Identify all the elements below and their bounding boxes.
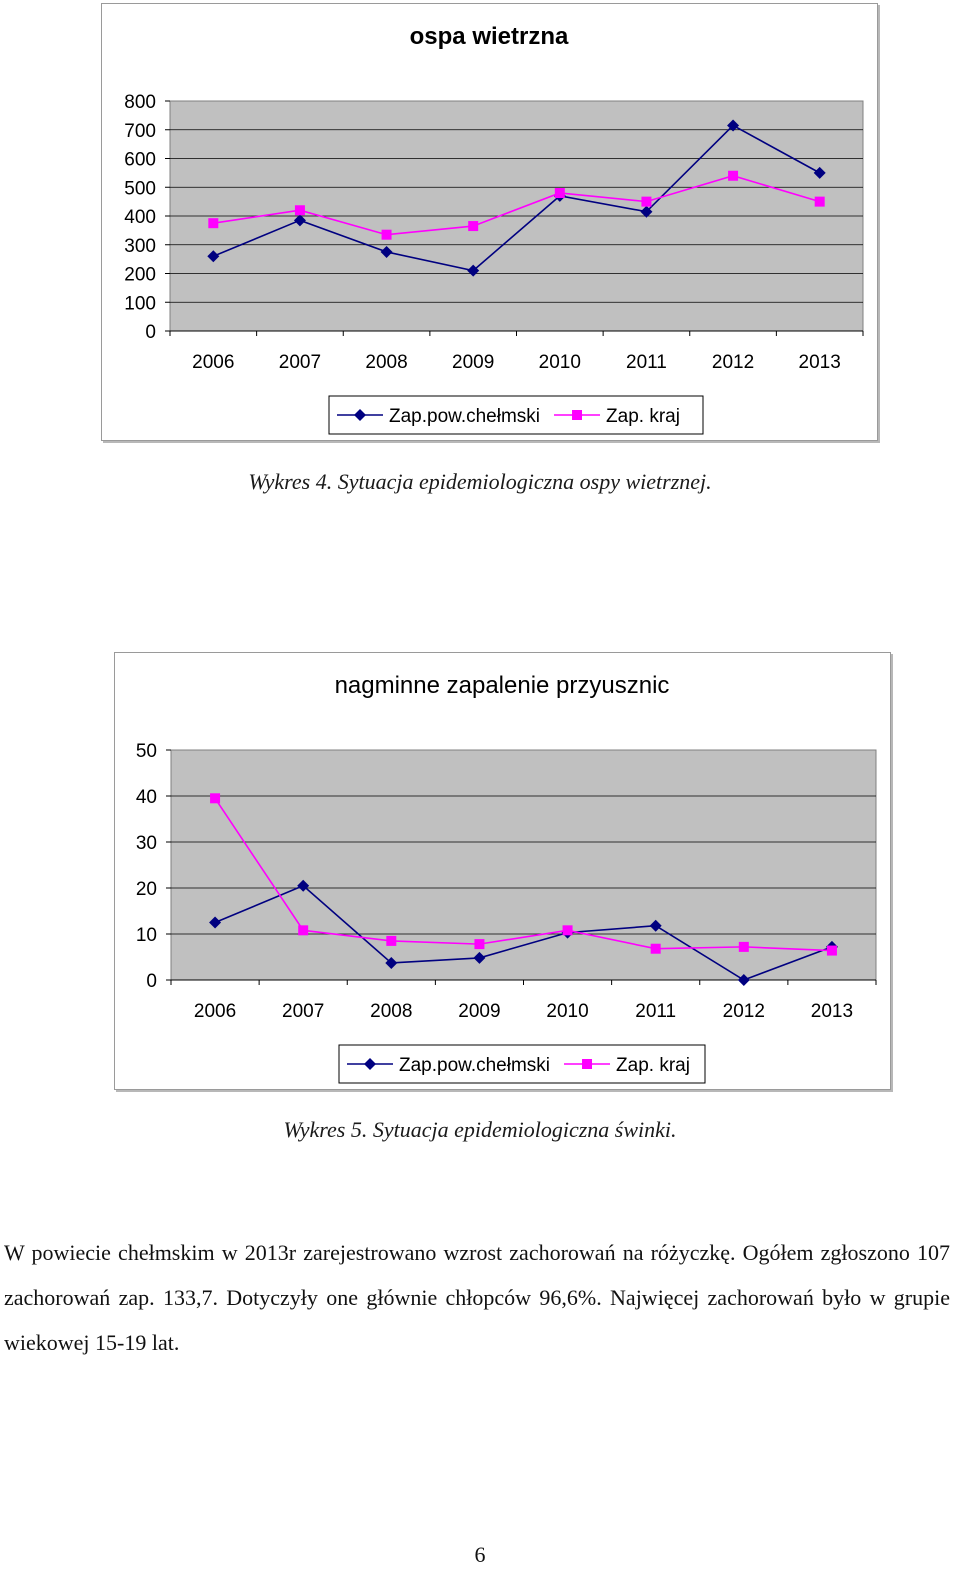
y-tick-label: 400: [124, 207, 156, 228]
data-point-square: [641, 196, 652, 207]
x-tick-label: 2011: [635, 1001, 676, 1022]
legend-marker-square: [572, 410, 583, 420]
series-line-2: [213, 174, 820, 236]
data-point-square: [814, 196, 825, 207]
data-point-square: [554, 188, 565, 198]
body-paragraph: W powiecie chełmskim w 2013r zarejestrow…: [4, 1240, 950, 1355]
x-tick-label: 2012: [723, 1001, 765, 1022]
legend-label: Zap.pow.chełmski: [389, 406, 540, 427]
data-point-diamond: [380, 245, 393, 258]
y-tick-label: 800: [124, 92, 156, 113]
data-point-diamond: [385, 956, 398, 969]
legend-label: Zap.pow.chełmski: [399, 1055, 550, 1076]
data-point-square: [562, 925, 573, 936]
y-tick-label: 300: [124, 236, 156, 257]
data-point-square: [826, 945, 837, 956]
data-point-square: [294, 205, 305, 216]
y-tick-label: 200: [124, 265, 156, 286]
chart-chickenpox-svg: ospa wietrzna 0 100 200 300 400 500 600 700 800 20…: [124, 23, 864, 435]
data-point-diamond: [473, 951, 486, 964]
legend-box: [328, 395, 704, 435]
y-tick-label: 0: [145, 322, 156, 343]
y-tick-label: 500: [124, 178, 156, 199]
chart-title: nagminne zapalenie przyusznic: [335, 672, 670, 699]
series-line-2: [214, 797, 832, 952]
legend-marker-square: [582, 1059, 593, 1069]
y-tick-label: 100: [124, 293, 156, 314]
x-tick-label: 2011: [626, 352, 667, 373]
plot-area: [170, 749, 877, 981]
legend-box: [338, 1044, 706, 1084]
data-point-diamond: [467, 264, 480, 277]
x-tick-label: 2012: [712, 352, 754, 373]
series-line-1: [214, 884, 833, 981]
legend-label: Zap. kraj: [606, 406, 680, 427]
page-number: 6: [474, 1542, 486, 1567]
series-line-1: [213, 124, 821, 272]
x-tick-label: 2009: [452, 352, 494, 373]
legend-label: Zap. kraj: [616, 1055, 690, 1076]
y-tick-label: 10: [136, 925, 157, 946]
data-point-diamond: [813, 166, 826, 179]
y-tick-label: 40: [136, 787, 157, 808]
caption-chart-4: Wykres 4. Sytuacja epidemiologiczna ospy…: [248, 469, 712, 494]
x-tick-label: 2006: [192, 352, 234, 373]
x-tick-label: 2008: [365, 352, 407, 373]
data-point-diamond: [737, 974, 750, 986]
x-tick-label: 2013: [811, 1001, 853, 1022]
legend-marker-diamond: [364, 1058, 376, 1070]
data-point-diamond: [293, 214, 306, 227]
x-tick-label: 2007: [282, 1001, 324, 1022]
x-tick-label: 2009: [458, 1001, 500, 1022]
x-tick-label: 2010: [539, 352, 581, 373]
data-point-square: [210, 793, 221, 804]
data-point-diamond: [649, 919, 662, 932]
data-point-square: [728, 170, 739, 181]
legend-marker-diamond: [354, 409, 366, 421]
data-point-square: [738, 941, 749, 952]
caption-chart-5: Wykres 5. Sytuacja epidemiologiczna świn…: [283, 1117, 677, 1142]
y-tick-label: 0: [146, 971, 157, 992]
chart-chickenpox: ospa wietrzna 0 100 200 300 400 500 600 700 800 20…: [101, 3, 878, 441]
data-point-diamond: [207, 250, 220, 263]
y-tick-label: 30: [136, 833, 157, 854]
x-tick-label: 2008: [370, 1001, 412, 1022]
x-tick-label: 2006: [194, 1001, 236, 1022]
data-point-diamond: [297, 879, 310, 892]
x-tick-label: 2013: [799, 352, 841, 373]
y-tick-label: 50: [136, 741, 157, 762]
y-tick-label: 600: [124, 150, 156, 171]
data-point-square: [474, 939, 485, 950]
data-point-square: [381, 229, 392, 240]
x-tick-label: 2010: [546, 1001, 588, 1022]
data-point-square: [298, 925, 309, 936]
data-point-diamond: [727, 119, 740, 132]
data-point-diamond: [640, 205, 653, 218]
chart-mumps-svg: nagminne zapalenie przyusznic 0 10 20 30 40 50…: [136, 672, 877, 1084]
y-tick-label: 20: [136, 879, 157, 900]
chart-title: ospa wietrzna: [410, 23, 569, 50]
data-point-square: [386, 935, 397, 946]
data-point-diamond: [209, 916, 222, 929]
x-tick-label: 2007: [279, 352, 321, 373]
y-tick-label: 700: [124, 121, 156, 142]
data-point-square: [208, 218, 219, 229]
data-point-square: [468, 221, 479, 232]
chart-mumps: nagminne zapalenie przyusznic 0 10 20 30 40 50…: [114, 652, 891, 1090]
data-point-square: [650, 943, 661, 954]
